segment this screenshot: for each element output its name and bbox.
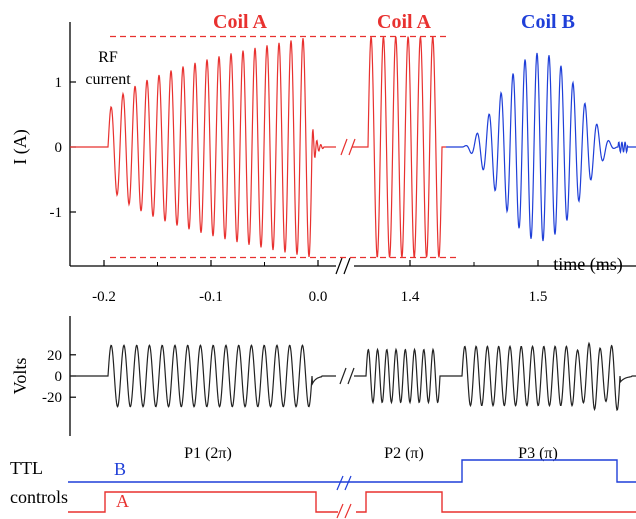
- trace-coil-a-p1: [70, 38, 336, 257]
- ttl-signal-b: [68, 459, 636, 483]
- trace-coil-b: [446, 52, 636, 242]
- label-controls: controls: [10, 487, 68, 507]
- y-tick-label: 0: [55, 140, 63, 156]
- series-label-coil-a: Coil A: [213, 11, 267, 33]
- x-tick-label: 1.5: [529, 289, 548, 305]
- y-axis-title-current: I (A): [10, 129, 31, 164]
- ttl-signal-a: [68, 491, 338, 513]
- y-tick-label: 20: [47, 348, 62, 364]
- ttl-label-b: B: [114, 459, 126, 479]
- axis-break-ttl: [336, 475, 352, 491]
- axis-break-voltage: [339, 367, 355, 385]
- series-label-coil-b: Coil B: [521, 11, 575, 33]
- series-label-coil-a: Coil A: [377, 11, 431, 33]
- panel-voltage: 20 0 -20 P1 (2π) P2 (π) P3 (π) Volts: [10, 316, 636, 462]
- y-ticks-voltage: 20 0 -20: [42, 348, 76, 406]
- x-tick-label: -0.1: [199, 289, 223, 305]
- pulse-label-p2: P2 (π): [384, 445, 424, 462]
- panel-rf-current: 1 0 -1 -0.2 -0.1 0.0 1.4 1.5 Coil A Coil A Coi…: [10, 11, 636, 305]
- x-ticks: -0.2 -0.1 0.0 1.4 1.5: [92, 260, 603, 305]
- trace-voltage-p1: [70, 344, 336, 408]
- trace-voltage-p2: [354, 347, 446, 405]
- x-axis-title: time (ms): [553, 254, 623, 275]
- trace-coil-a-p2: [352, 36, 446, 258]
- trace-voltage-p3: [446, 341, 636, 412]
- pulse-label-p3: P3 (π): [518, 445, 558, 462]
- x-tick-label: 1.4: [401, 289, 420, 305]
- y-tick-label: 0: [55, 369, 63, 385]
- label-ttl: TTL: [10, 458, 43, 478]
- y-tick-label: -1: [50, 205, 63, 221]
- y-axis-title-voltage: Volts: [10, 358, 30, 395]
- axis-break-mark: [335, 257, 351, 275]
- ttl-signal-a: [356, 491, 636, 513]
- ttl-label-a: A: [116, 491, 129, 511]
- panel-ttl-controls: TTL controls B A: [10, 458, 636, 519]
- annotation-rf: RF: [98, 49, 118, 66]
- annotation-current: current: [85, 71, 131, 88]
- x-tick-label: 0.0: [309, 289, 328, 305]
- y-tick-label: -20: [42, 390, 62, 406]
- y-tick-label: 1: [55, 75, 63, 91]
- axis-break-trace: [340, 138, 356, 156]
- x-tick-label: -0.2: [92, 289, 116, 305]
- axis-break-ttl: [336, 503, 352, 519]
- pulse-label-p1: P1 (2π): [184, 445, 232, 462]
- y-ticks-current: 1 0 -1: [50, 75, 76, 221]
